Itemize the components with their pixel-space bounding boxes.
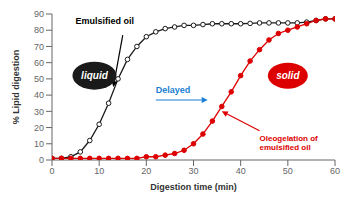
svg-text:80: 80 (34, 25, 44, 35)
svg-text:10: 10 (94, 166, 104, 176)
svg-text:% Lipid digestion: % Lipid digestion (11, 50, 21, 125)
svg-text:0: 0 (39, 155, 44, 165)
svg-text:20: 20 (141, 166, 151, 176)
svg-text:liquid: liquid (81, 70, 109, 81)
svg-text:30: 30 (34, 107, 44, 117)
svg-text:50: 50 (34, 74, 44, 84)
svg-text:50: 50 (283, 166, 293, 176)
svg-text:Delayed: Delayed (156, 85, 191, 95)
svg-text:10: 10 (34, 139, 44, 149)
svg-text:20: 20 (34, 123, 44, 133)
svg-text:40: 40 (236, 166, 246, 176)
svg-text:solid: solid (276, 70, 300, 81)
svg-text:Emulsified oil: Emulsified oil (76, 16, 135, 26)
svg-text:70: 70 (34, 42, 44, 52)
svg-text:60: 60 (330, 166, 340, 176)
svg-text:40: 40 (34, 90, 44, 100)
svg-text:30: 30 (188, 166, 198, 176)
svg-text:0: 0 (49, 166, 54, 176)
svg-text:Digestion time (min): Digestion time (min) (150, 182, 237, 192)
svg-text:Oleogelation ofemulsified oil: Oleogelation ofemulsified oil (260, 134, 319, 153)
svg-text:90: 90 (34, 9, 44, 19)
svg-text:60: 60 (34, 58, 44, 68)
